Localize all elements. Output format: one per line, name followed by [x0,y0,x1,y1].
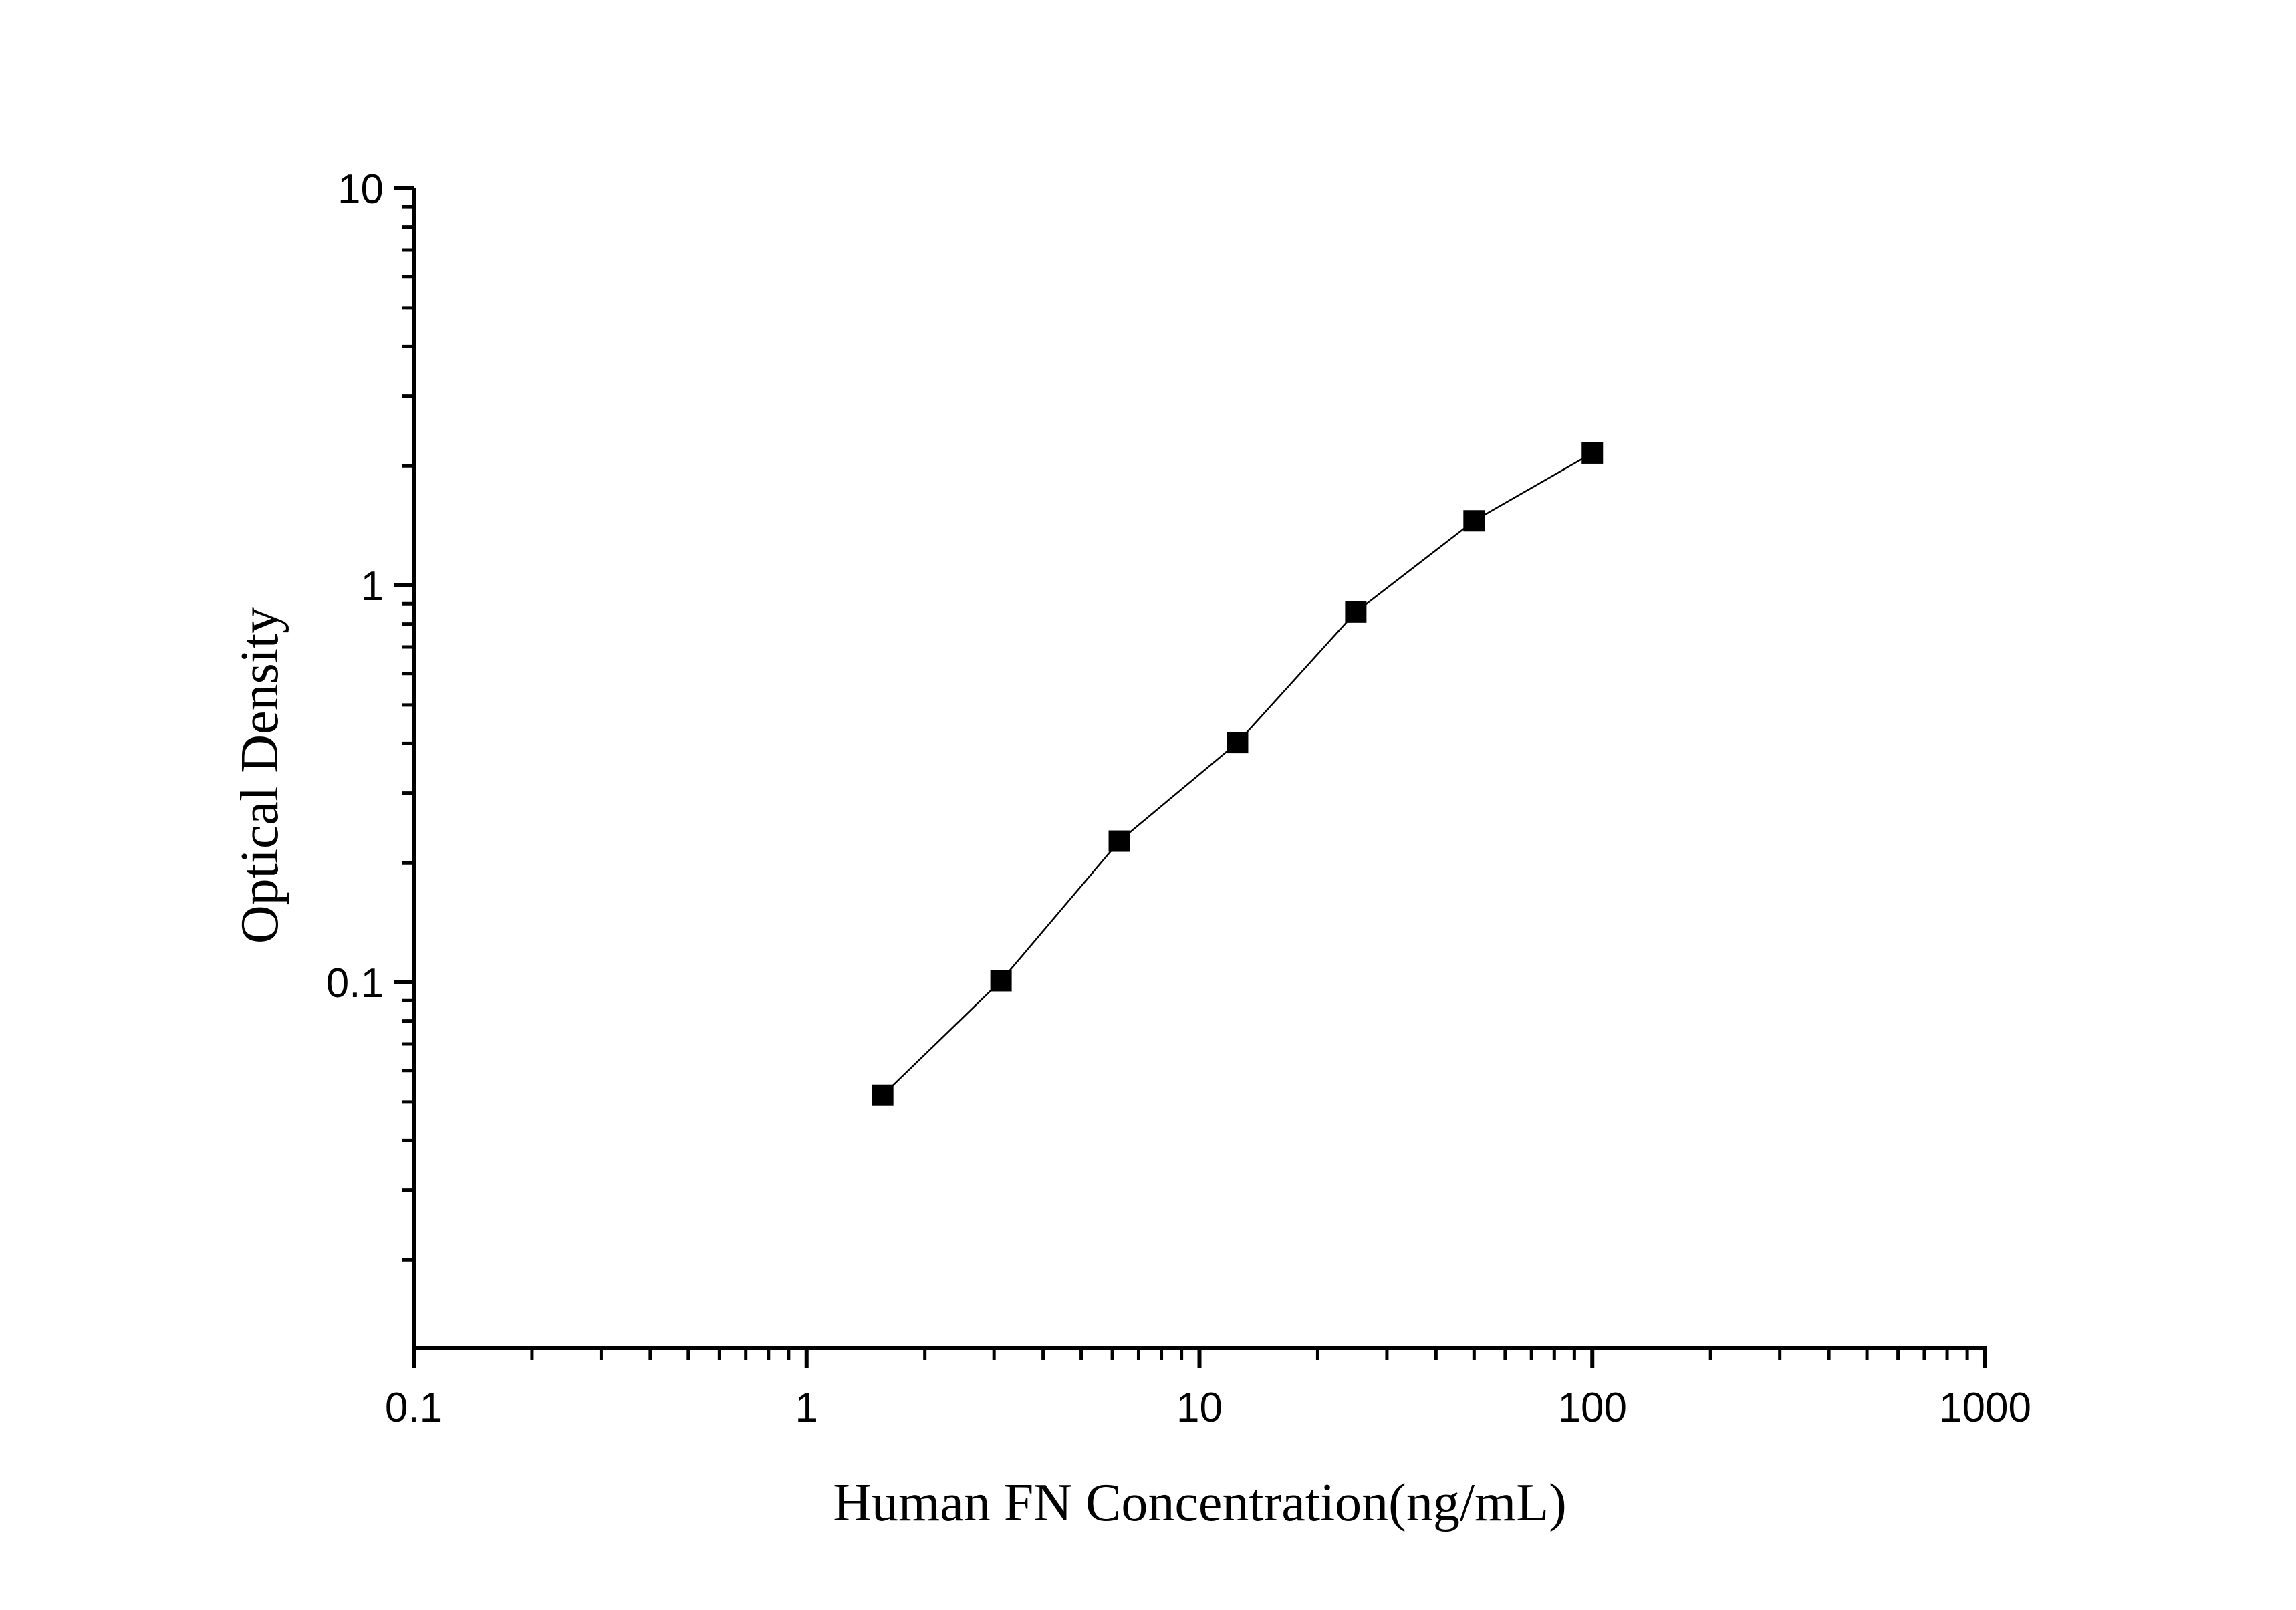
ticks: 0.1 1 10 100 1000 0.1 1 10 [326,166,2031,1431]
axes [412,188,1987,1351]
data-point [1227,732,1249,754]
data-point [990,970,1012,992]
x-axis-title: Human FN Concentration(ng/mL) [833,1474,1567,1532]
x-tick-label: 0.1 [385,1385,442,1431]
series [872,442,1604,1106]
data-point [1463,510,1485,532]
y-tick-label: 10 [338,166,384,213]
y-tick-label: 1 [361,563,384,610]
y-axis-title: Optical Density [231,607,289,944]
data-point [1581,442,1604,464]
x-tick-label: 1 [795,1385,818,1431]
x-tick-label: 100 [1558,1385,1627,1431]
data-point [1345,601,1367,623]
data-point [872,1084,894,1106]
series-line [882,452,1593,1096]
x-tick-label: 1000 [1939,1385,2031,1431]
x-tick-label: 10 [1176,1385,1223,1431]
data-point [1108,830,1130,852]
y-tick-label: 0.1 [326,960,384,1007]
